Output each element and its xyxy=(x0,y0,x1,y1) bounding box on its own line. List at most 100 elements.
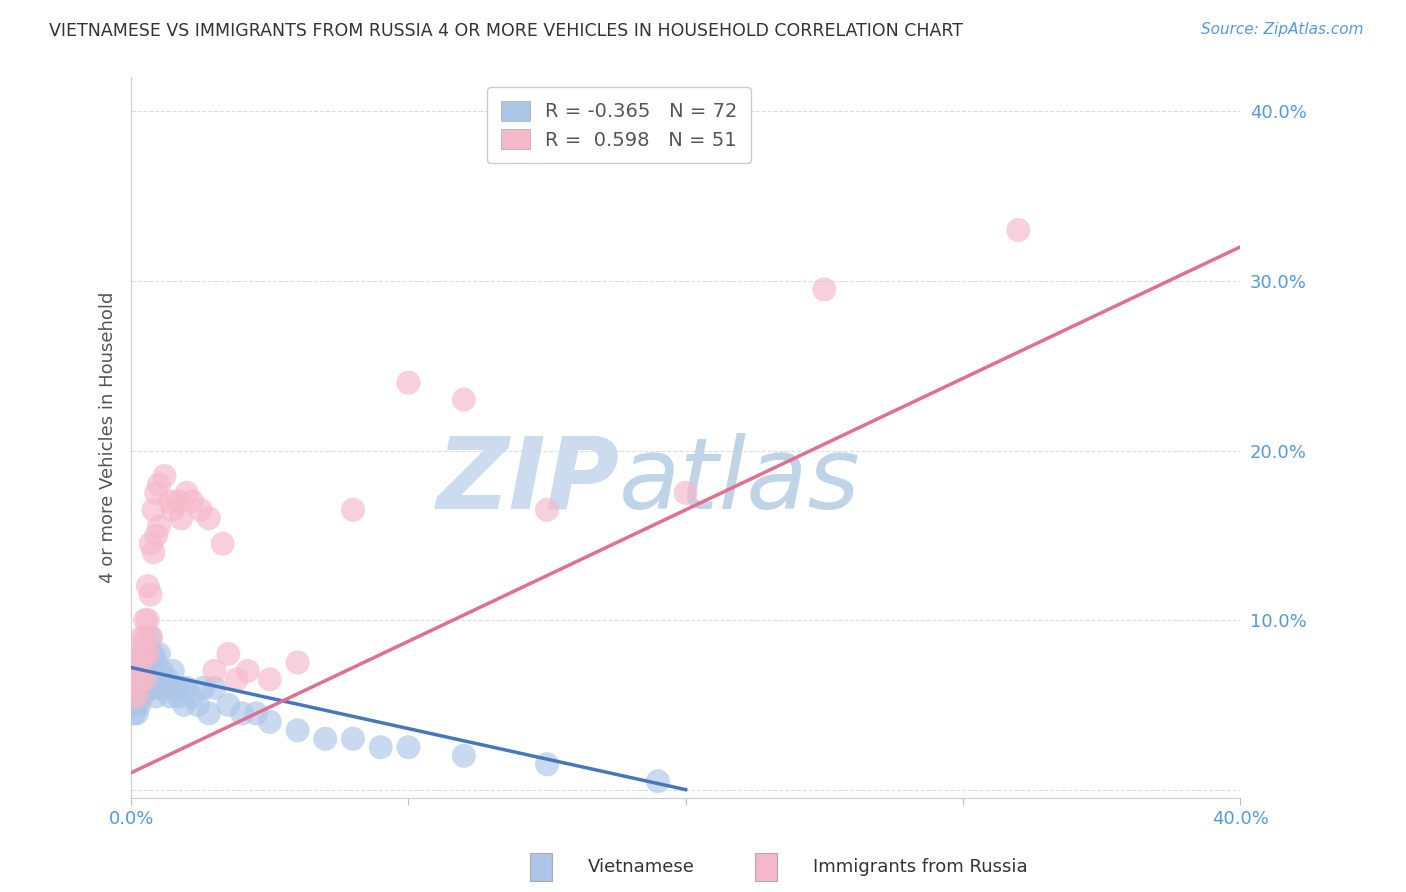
Point xyxy=(398,740,420,755)
Point xyxy=(190,503,212,517)
Point xyxy=(131,690,153,704)
Point xyxy=(128,681,150,695)
Point xyxy=(128,656,150,670)
Point xyxy=(125,690,148,704)
Point xyxy=(128,664,150,678)
Point xyxy=(259,673,281,687)
Point xyxy=(139,630,162,644)
Point xyxy=(156,673,179,687)
Point xyxy=(136,639,159,653)
Point xyxy=(159,494,181,508)
Text: Source: ZipAtlas.com: Source: ZipAtlas.com xyxy=(1201,22,1364,37)
Point xyxy=(125,681,148,695)
Point xyxy=(134,613,156,627)
Point xyxy=(153,681,176,695)
Point xyxy=(176,681,198,695)
Point xyxy=(142,503,165,517)
Point xyxy=(139,681,162,695)
Point xyxy=(131,673,153,687)
Point xyxy=(136,647,159,661)
Point xyxy=(287,723,309,738)
Point xyxy=(134,681,156,695)
Point xyxy=(162,664,184,678)
Point xyxy=(211,537,233,551)
Point xyxy=(139,537,162,551)
Point xyxy=(193,681,215,695)
Point xyxy=(125,690,148,704)
Point xyxy=(131,630,153,644)
Point xyxy=(142,681,165,695)
Point xyxy=(370,740,392,755)
Point xyxy=(128,673,150,687)
Text: ZIP: ZIP xyxy=(436,433,619,530)
Point xyxy=(813,282,835,296)
Point xyxy=(217,647,239,661)
Point xyxy=(148,647,170,661)
Point xyxy=(131,656,153,670)
Point xyxy=(139,630,162,644)
Y-axis label: 4 or more Vehicles in Household: 4 or more Vehicles in Household xyxy=(100,292,117,583)
Point xyxy=(142,545,165,559)
Point xyxy=(148,681,170,695)
Point xyxy=(145,486,167,500)
Point xyxy=(125,706,148,721)
Point xyxy=(225,673,247,687)
Point xyxy=(122,706,145,721)
Point xyxy=(136,673,159,687)
Point xyxy=(1007,223,1029,237)
Point xyxy=(150,664,173,678)
Point xyxy=(128,639,150,653)
Point xyxy=(134,630,156,644)
Text: atlas: atlas xyxy=(619,433,860,530)
Point xyxy=(139,647,162,661)
Point xyxy=(128,673,150,687)
Point xyxy=(342,503,364,517)
Point xyxy=(125,656,148,670)
Point xyxy=(202,664,225,678)
Point xyxy=(148,520,170,534)
Point xyxy=(136,579,159,593)
Point xyxy=(122,681,145,695)
Point xyxy=(167,494,190,508)
Point xyxy=(125,698,148,712)
Point xyxy=(647,774,669,789)
Point xyxy=(128,690,150,704)
Point xyxy=(136,647,159,661)
Point xyxy=(142,647,165,661)
Point xyxy=(314,731,336,746)
Point xyxy=(153,469,176,483)
Point xyxy=(453,392,475,407)
Point xyxy=(139,588,162,602)
Point xyxy=(536,757,558,772)
Point xyxy=(122,673,145,687)
Point xyxy=(122,690,145,704)
Point xyxy=(259,714,281,729)
Point xyxy=(231,706,253,721)
Point xyxy=(453,748,475,763)
Point xyxy=(128,698,150,712)
Point xyxy=(145,528,167,542)
Point xyxy=(131,647,153,661)
Point xyxy=(170,511,193,525)
Point xyxy=(134,639,156,653)
Point xyxy=(675,486,697,500)
Point xyxy=(139,664,162,678)
Point xyxy=(122,681,145,695)
Point xyxy=(145,656,167,670)
Point xyxy=(536,503,558,517)
Point xyxy=(131,673,153,687)
Point xyxy=(131,681,153,695)
Text: Vietnamese: Vietnamese xyxy=(588,858,695,876)
Point xyxy=(187,698,209,712)
Point xyxy=(136,656,159,670)
Point xyxy=(165,681,187,695)
Text: VIETNAMESE VS IMMIGRANTS FROM RUSSIA 4 OR MORE VEHICLES IN HOUSEHOLD CORRELATION: VIETNAMESE VS IMMIGRANTS FROM RUSSIA 4 O… xyxy=(49,22,963,40)
Point xyxy=(159,690,181,704)
Legend: R = -0.365   N = 72, R =  0.598   N = 51: R = -0.365 N = 72, R = 0.598 N = 51 xyxy=(486,87,751,163)
Point xyxy=(287,656,309,670)
Point xyxy=(125,673,148,687)
Point xyxy=(136,613,159,627)
Point xyxy=(145,673,167,687)
Point xyxy=(134,673,156,687)
Point xyxy=(134,673,156,687)
